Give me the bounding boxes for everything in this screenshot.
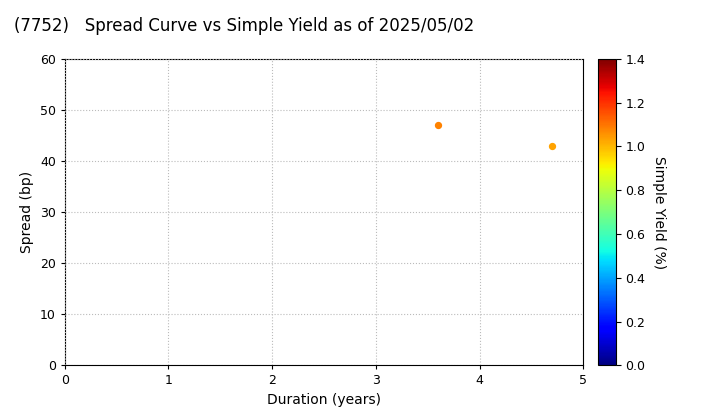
Y-axis label: Simple Yield (%): Simple Yield (%)	[652, 155, 666, 269]
Point	[432, 122, 444, 129]
Point	[546, 142, 558, 149]
Text: (7752)   Spread Curve vs Simple Yield as of 2025/05/02: (7752) Spread Curve vs Simple Yield as o…	[14, 17, 474, 35]
X-axis label: Duration (years): Duration (years)	[267, 393, 381, 407]
Y-axis label: Spread (bp): Spread (bp)	[20, 171, 35, 253]
